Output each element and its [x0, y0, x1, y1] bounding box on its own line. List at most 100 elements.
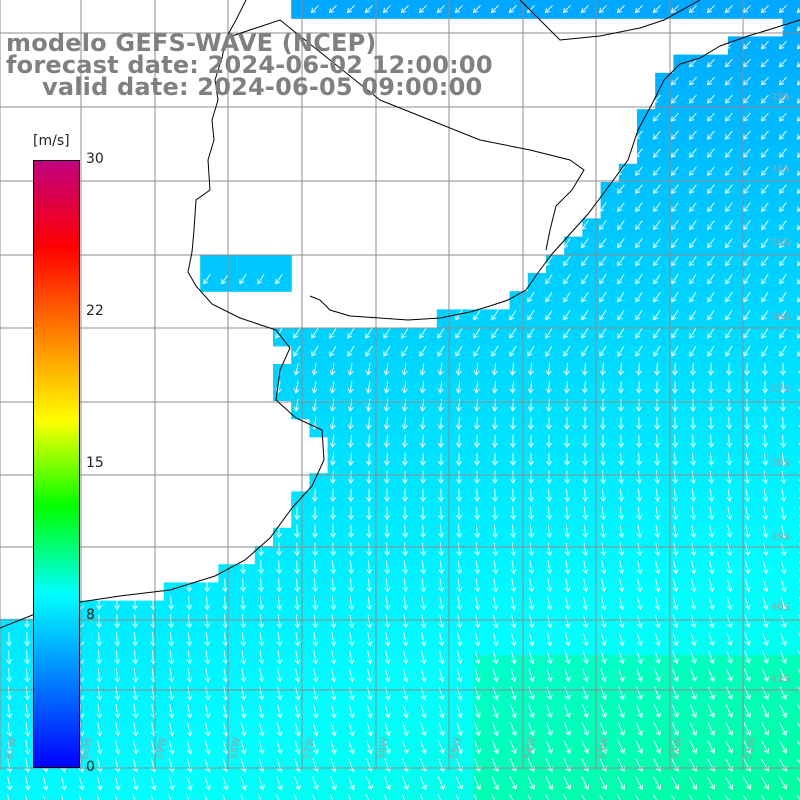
speed-cell — [18, 673, 37, 693]
wind-arrow — [670, 76, 679, 86]
speed-cell — [163, 655, 183, 674]
speed-cell — [782, 182, 800, 201]
wind-arrow — [545, 274, 553, 285]
speed-cell — [746, 582, 765, 602]
speed-cell — [127, 746, 147, 765]
speed-cell — [163, 582, 183, 602]
speed-cell — [709, 182, 729, 201]
wind-arrow — [779, 148, 787, 158]
wind-arrow — [384, 632, 391, 647]
speed-cell — [273, 618, 292, 638]
speed-cell — [345, 618, 365, 638]
wind-arrow — [347, 794, 352, 800]
wind-arrow — [132, 614, 139, 629]
speed-cell — [91, 728, 110, 747]
wind-arrow — [527, 794, 532, 800]
wind-arrow — [492, 578, 499, 593]
speed-cell — [455, 728, 474, 747]
wind-arrow — [294, 650, 301, 665]
wind-arrow — [618, 650, 625, 665]
wind-arrow — [690, 363, 696, 376]
wind-arrow — [761, 291, 769, 303]
speed-cell — [291, 0, 310, 19]
speed-cell — [600, 618, 620, 638]
wind-arrow — [797, 333, 800, 339]
speed-cell — [163, 618, 183, 638]
speed-cell — [527, 618, 547, 638]
wind-arrow — [762, 398, 768, 412]
wind-arrow — [258, 632, 265, 647]
wind-arrow — [672, 524, 679, 539]
wind-arrow — [400, 5, 409, 14]
wind-arrow — [132, 596, 138, 611]
wind-arrow — [617, 327, 625, 339]
wind-arrow — [294, 686, 301, 701]
wind-arrow — [168, 650, 175, 665]
speed-cell — [254, 691, 274, 711]
speed-cell — [637, 0, 656, 19]
speed-cell — [746, 418, 765, 438]
wind-arrow — [276, 668, 283, 683]
wind-arrow — [312, 794, 316, 800]
latitude-label: 41S — [771, 674, 790, 685]
wind-arrow — [582, 434, 588, 448]
wind-arrow — [348, 650, 355, 665]
speed-cell — [436, 600, 456, 620]
wind-arrow — [276, 650, 283, 665]
wind-arrow — [474, 704, 481, 719]
wind-arrow — [366, 740, 373, 755]
wind-arrow — [474, 614, 481, 629]
wind-arrow — [24, 776, 31, 791]
wind-arrow — [688, 94, 697, 104]
wind-arrow — [276, 740, 283, 755]
speed-cell — [764, 236, 784, 256]
wind-arrow — [707, 704, 715, 718]
speed-cell — [764, 764, 784, 784]
speed-cell — [473, 746, 492, 765]
speed-cell — [309, 618, 329, 638]
speed-cell — [473, 527, 492, 547]
speed-cell — [382, 746, 401, 765]
wind-arrow — [726, 381, 732, 394]
speed-cell — [527, 327, 547, 347]
speed-cell — [345, 345, 365, 365]
speed-cell — [400, 782, 420, 800]
speed-cell — [709, 618, 729, 638]
speed-cell — [764, 491, 784, 511]
speed-cell — [273, 691, 292, 711]
speed-cell — [618, 254, 638, 274]
wind-arrow — [636, 668, 643, 683]
speed-cell — [637, 200, 656, 219]
speed-cell — [364, 509, 383, 529]
speed-cell — [764, 36, 784, 56]
wind-arrow — [6, 722, 13, 737]
wind-arrow — [652, 5, 661, 14]
speed-cell — [309, 709, 329, 729]
wind-arrow — [294, 776, 301, 791]
model-title: modelo GEFS-WAVE (NCEP) — [6, 29, 377, 57]
wind-arrow — [294, 758, 301, 773]
wind-arrow — [545, 327, 553, 339]
wind-arrow — [708, 398, 714, 412]
wind-arrow — [779, 327, 787, 339]
speed-cell — [273, 728, 292, 747]
speed-cell — [491, 764, 511, 784]
wind-arrow — [222, 776, 229, 791]
wind-arrow — [402, 488, 408, 503]
wind-arrow — [796, 98, 800, 104]
speed-cell — [546, 473, 565, 492]
speed-cell — [746, 109, 765, 128]
speed-cell — [418, 709, 438, 729]
wind-arrow — [672, 668, 679, 683]
wind-arrow — [96, 722, 103, 737]
speed-cell — [600, 400, 620, 420]
speed-cell — [546, 655, 565, 674]
wind-arrow — [762, 614, 769, 629]
speed-cell — [546, 491, 565, 511]
wind-arrow — [617, 184, 625, 194]
wind-arrow — [401, 381, 408, 394]
speed-cell — [564, 455, 583, 474]
speed-cell — [782, 782, 800, 800]
speed-cell — [564, 509, 583, 529]
speed-cell — [618, 182, 638, 201]
